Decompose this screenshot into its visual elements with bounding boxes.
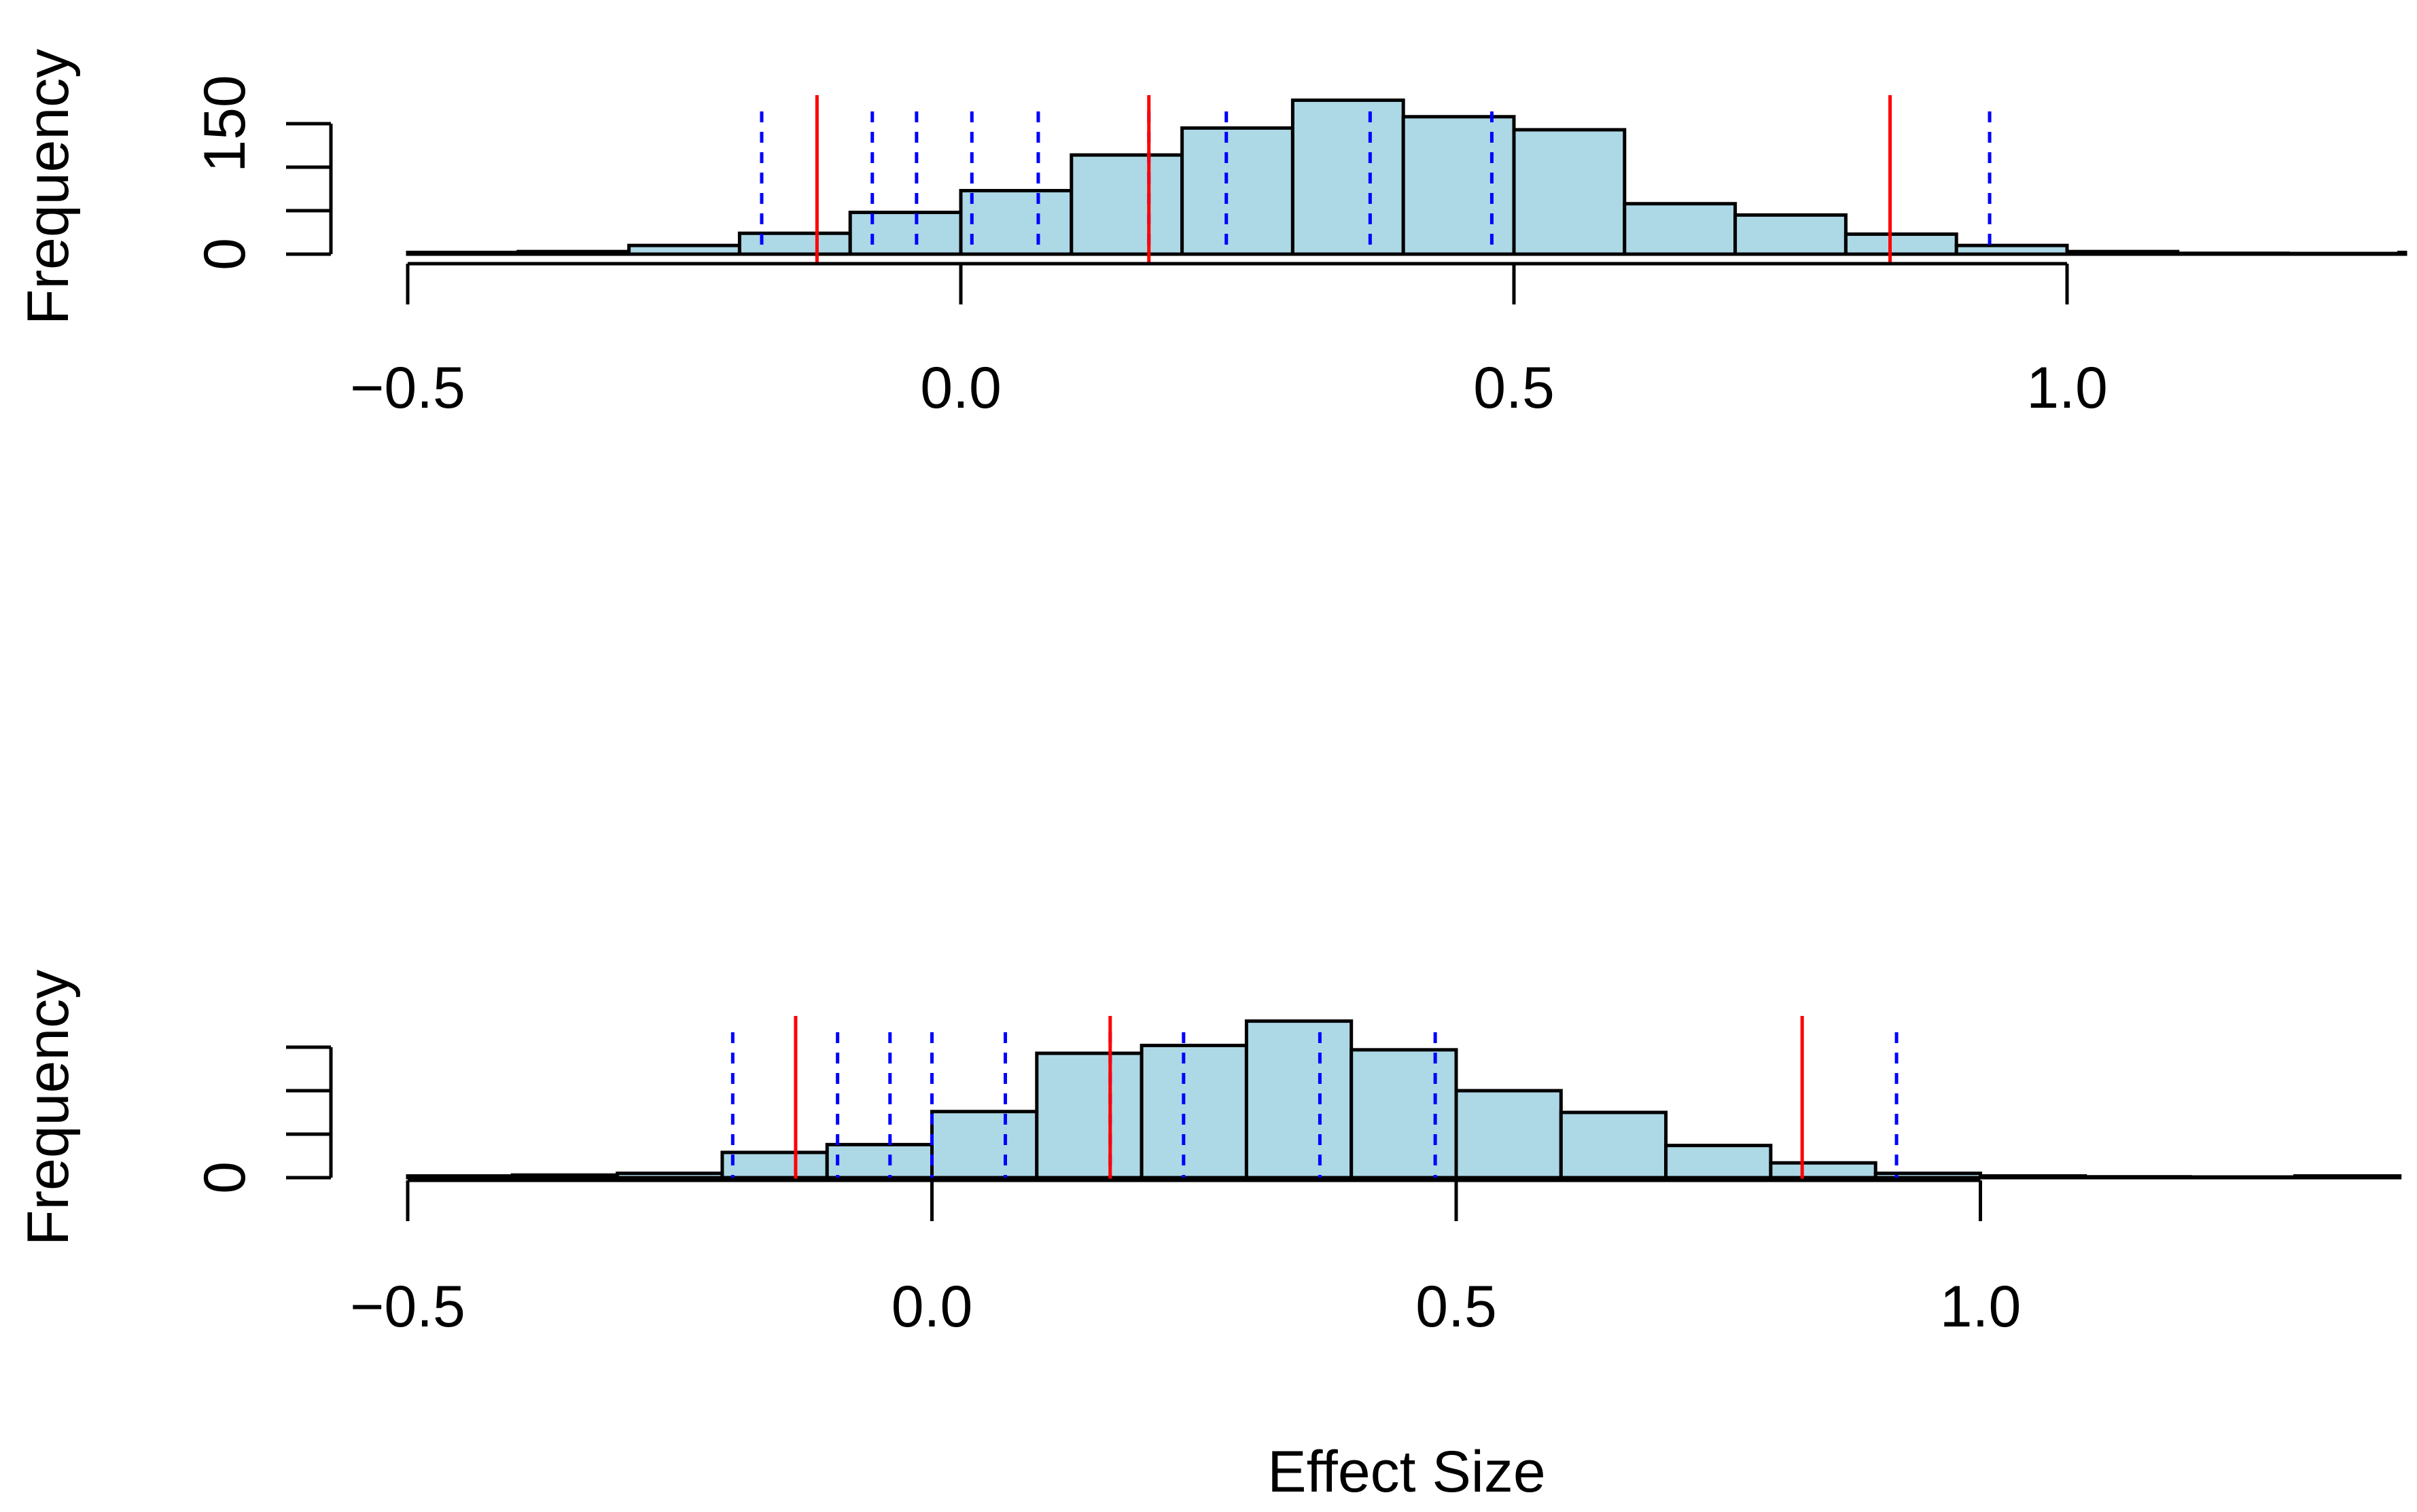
histogram-bar	[848, 211, 963, 256]
histogram-bar	[737, 231, 852, 256]
y-axis-title: Frequency	[16, 49, 81, 325]
histogram-bar	[406, 1174, 514, 1180]
histogram-bars	[406, 1019, 2402, 1180]
histogram-bar	[1244, 1019, 1354, 1180]
histogram-bar	[1843, 232, 1958, 256]
histogram-bar	[959, 189, 1074, 256]
histogram-bar	[825, 1142, 934, 1180]
histogram-bar	[510, 1173, 620, 1180]
x-tick-label: −0.5	[350, 355, 465, 421]
histogram-bar	[516, 249, 631, 256]
histogram-bar	[1623, 202, 1737, 256]
y-axis-title: Frequency	[16, 970, 81, 1246]
x-tick-label: 0.5	[1473, 355, 1555, 421]
histogram-bar	[1070, 153, 1184, 256]
y-axis: 0	[192, 1045, 333, 1194]
histogram-bar	[1180, 126, 1294, 256]
histogram-bar	[1873, 1172, 1982, 1180]
histogram-bar	[616, 1172, 724, 1180]
histogram-bar	[1454, 1089, 1563, 1180]
histogram-bar	[1733, 213, 1848, 256]
histogram-bar	[1035, 1051, 1144, 1180]
y-tick-label: 0	[192, 1161, 258, 1194]
histogram-bar	[1979, 1174, 2087, 1180]
y-tick-label: 0	[192, 238, 258, 270]
histogram-bar	[1954, 243, 2069, 256]
histogram-bar	[1290, 98, 1405, 256]
histogram-bar	[2293, 1174, 2402, 1180]
histogram-bar	[2287, 251, 2401, 256]
histogram-panel-1: −0.5 0.0 0.5 1.0 0 150 Frequency	[16, 49, 2407, 421]
histogram-bar	[2397, 250, 2407, 256]
histogram-bars	[406, 98, 2407, 256]
y-axis: 0 150	[192, 75, 333, 270]
x-tick-label: −0.5	[350, 1274, 465, 1339]
histogram-bar	[2065, 249, 2180, 256]
x-tick-label: 0.0	[892, 1274, 973, 1339]
x-tick-label: 1.0	[2026, 355, 2108, 421]
x-axis: −0.5 0.0 0.5 1.0	[350, 262, 2108, 421]
histogram-bar	[1512, 128, 1627, 256]
histogram-bar	[930, 1110, 1039, 1180]
histogram-panel-2: −0.5 0.0 0.5 1.0 0 Frequency Effect Size	[16, 970, 2402, 1505]
y-tick-label: 150	[192, 75, 258, 173]
histogram-bar	[406, 250, 521, 256]
histogram-bar	[2188, 1175, 2297, 1180]
x-tick-label: 0.0	[920, 355, 1002, 421]
x-axis: −0.5 0.0 0.5 1.0	[350, 1178, 2022, 1339]
histogram-bar	[1559, 1110, 1668, 1180]
x-tick-label: 1.0	[1940, 1274, 2022, 1339]
histogram-bar	[1769, 1161, 1877, 1180]
histogram-bar	[1349, 1048, 1458, 1180]
histogram-bar	[627, 243, 741, 256]
x-tick-label: 0.5	[1415, 1274, 1497, 1339]
histogram-bar	[2083, 1175, 2192, 1180]
x-axis-title: Effect Size	[1267, 1439, 1546, 1505]
histogram-bar	[1401, 115, 1516, 256]
histogram-bar	[2176, 251, 2291, 256]
histogram-bar	[1664, 1144, 1773, 1180]
histogram-bar	[1140, 1043, 1248, 1180]
histogram-bar	[720, 1150, 829, 1180]
